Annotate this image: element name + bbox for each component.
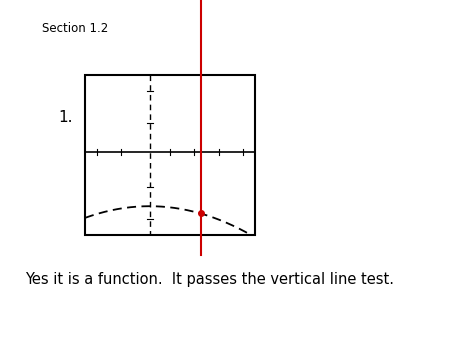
Text: Yes it is a function.  It passes the vertical line test.: Yes it is a function. It passes the vert… (26, 272, 395, 287)
Bar (85, 75, 255, 235)
Text: 1.: 1. (58, 110, 72, 125)
Text: Section 1.2: Section 1.2 (42, 22, 108, 35)
